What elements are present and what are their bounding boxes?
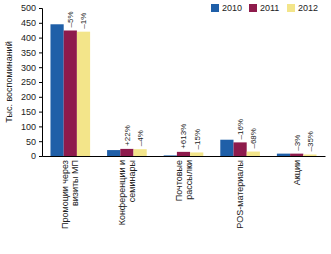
y-tick: 350: [21, 48, 42, 58]
y-tick-mark: [39, 38, 42, 39]
y-tick-label: 200: [21, 92, 36, 102]
x-tick: Конференции исеминары: [117, 156, 137, 225]
y-tick: 150: [21, 107, 42, 117]
y-tick: 0: [31, 151, 42, 161]
x-tick-label: POS-материалы: [235, 160, 245, 229]
annotation: –5%: [66, 11, 75, 27]
chart: 0 50 100 150 200 250 300 350 400 450 500 Промоции ч…: [0, 0, 331, 254]
y-axis-line: [39, 9, 43, 157]
y-tick: 400: [21, 33, 42, 43]
y-tick-mark: [39, 97, 42, 98]
bar: [177, 152, 190, 156]
y-tick-mark: [39, 156, 42, 157]
bar: [190, 152, 203, 156]
x-axis: Промоции черезвизиты МП Конференции исеми…: [43, 156, 326, 229]
y-tick-label: 250: [21, 77, 36, 87]
y-tick-label: 50: [26, 137, 36, 147]
annotation: –35%: [306, 131, 315, 151]
annotations: –5% +22% +613% –16% –3% –1% –4% –15% –68% –35%: [66, 11, 315, 151]
y-tick-label: 450: [21, 18, 36, 28]
x-tick: POS-материалы: [235, 156, 245, 229]
legend-item: 2011: [249, 3, 279, 13]
annotation: –68%: [249, 128, 258, 148]
legend-item: 2010: [211, 3, 242, 13]
bar: [134, 149, 147, 156]
annotation: –1%: [79, 13, 88, 29]
y-tick-label: 150: [21, 107, 36, 117]
bar: [120, 149, 133, 156]
x-tick-label: Конференции исеминары: [117, 160, 137, 225]
y-tick: 250: [21, 77, 42, 87]
annotation: +22%: [123, 125, 132, 146]
annotation: –4%: [136, 130, 145, 146]
annotation: –3%: [293, 135, 302, 151]
y-tick-label: 350: [21, 48, 36, 58]
legend-swatch: [249, 4, 257, 12]
x-tick-label: Почтовыерассылки: [174, 160, 194, 201]
y-tick-mark: [39, 23, 42, 24]
annotation: +613%: [179, 124, 188, 149]
bar: [233, 142, 246, 156]
legend-label: 2012: [298, 3, 318, 13]
x-axis-line: [43, 156, 326, 157]
legend-label: 2011: [260, 3, 279, 13]
y-tick-mark: [39, 141, 42, 142]
annotation: –16%: [236, 119, 245, 139]
annotation: –15%: [193, 129, 202, 149]
bar: [50, 24, 63, 156]
bar: [77, 32, 90, 156]
y-tick-label: 400: [21, 33, 36, 43]
y-tick: 100: [21, 122, 42, 132]
x-tick: Промоции черезвизиты МП: [60, 156, 80, 229]
bars: [50, 24, 316, 156]
y-tick-label: 100: [21, 122, 36, 132]
bar: [277, 154, 290, 156]
y-tick-mark: [39, 52, 42, 53]
y-tick-mark: [39, 112, 42, 113]
x-tick-label: Акции: [292, 160, 302, 185]
y-tick: 300: [21, 63, 42, 73]
bar: [290, 154, 303, 156]
legend-label: 2010: [222, 3, 242, 13]
y-tick: 450: [21, 18, 42, 28]
legend-swatch: [211, 4, 219, 12]
y-tick-label: 500: [21, 3, 36, 13]
legend-swatch: [287, 4, 295, 12]
y-tick-mark: [39, 126, 42, 127]
legend: 2010 2011 2012: [211, 3, 318, 13]
y-axis-title: Тыс. воспоминаний: [4, 41, 14, 122]
y-tick-mark: [39, 67, 42, 68]
bar: [303, 155, 316, 156]
y-tick: 200: [21, 92, 42, 102]
y-tick-mark: [39, 8, 42, 9]
y-axis: 0 50 100 150 200 250 300 350 400 450 500: [21, 3, 43, 161]
y-tick: 50: [26, 137, 42, 147]
bar: [64, 30, 77, 156]
y-tick: 500: [21, 3, 42, 13]
bar: [164, 155, 177, 156]
y-tick-label: 0: [31, 151, 36, 161]
bar: [247, 152, 260, 156]
x-tick: Акции: [292, 156, 302, 185]
legend-item: 2012: [287, 3, 318, 13]
plot: 0 50 100 150 200 250 300 350 400 450 500 Промоции ч…: [21, 3, 326, 229]
y-tick-label: 300: [21, 63, 36, 73]
bar: [220, 140, 233, 156]
x-tick-label: Промоции черезвизиты МП: [60, 160, 80, 229]
x-tick: Почтовыерассылки: [174, 156, 194, 201]
bar: [107, 150, 120, 156]
y-tick-mark: [39, 82, 42, 83]
